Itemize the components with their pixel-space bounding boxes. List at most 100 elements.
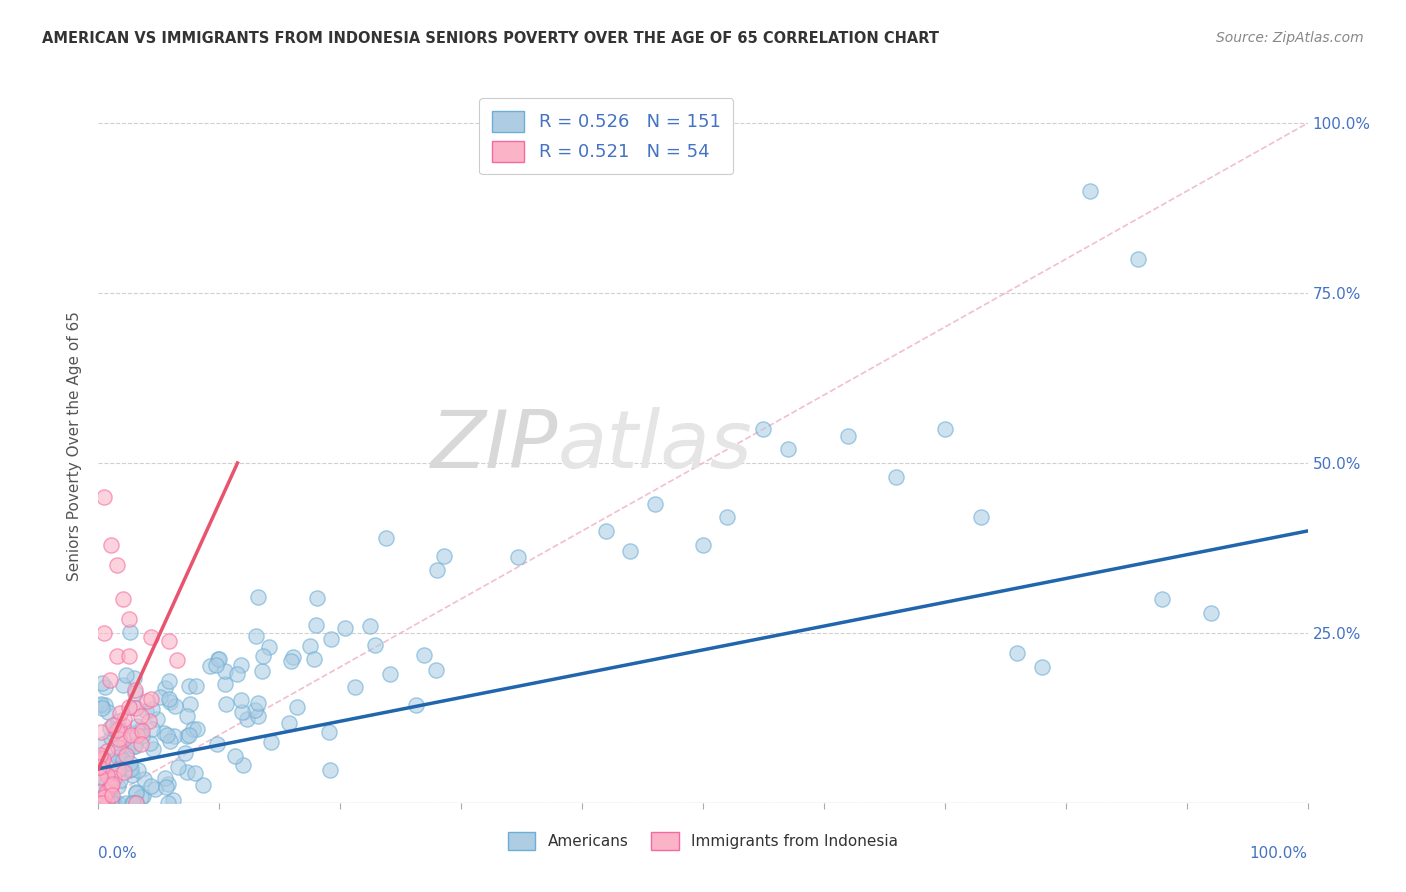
Point <box>97 705 120 719</box>
Point <box>224 748 246 763</box>
Point <box>167 760 190 774</box>
Point <box>89 796 111 810</box>
Point <box>90 701 112 715</box>
Point <box>90 796 112 810</box>
Point <box>364 638 387 652</box>
Point <box>318 724 340 739</box>
Point <box>153 771 176 785</box>
Point <box>141 692 163 706</box>
Point <box>124 739 146 753</box>
Point <box>93 796 115 810</box>
Point <box>91 676 114 690</box>
Point <box>426 564 449 578</box>
Point <box>131 729 153 743</box>
Point <box>89 792 111 806</box>
Point <box>96 786 118 800</box>
Point <box>318 764 340 778</box>
Point <box>246 590 269 604</box>
Point <box>125 796 148 810</box>
Point <box>107 779 129 793</box>
Point <box>177 680 200 694</box>
Point <box>214 665 236 679</box>
Point <box>118 763 141 777</box>
Point <box>101 717 124 731</box>
Point <box>278 716 301 731</box>
Point <box>103 771 125 785</box>
Point <box>124 683 146 698</box>
Point <box>131 708 153 723</box>
Point <box>108 748 131 763</box>
Point <box>250 664 273 678</box>
Point <box>91 796 114 810</box>
Point <box>159 674 181 689</box>
Point <box>125 796 148 810</box>
Point <box>101 796 124 810</box>
Point <box>118 756 141 771</box>
Point <box>205 737 228 751</box>
Point <box>138 736 160 750</box>
Point <box>107 740 129 755</box>
Point <box>120 762 142 776</box>
Point <box>112 731 135 746</box>
Point <box>413 648 436 662</box>
Point <box>96 785 118 799</box>
Point <box>107 731 129 746</box>
Point <box>112 712 135 726</box>
Point <box>91 752 114 766</box>
Point <box>104 740 127 755</box>
Point <box>138 714 160 728</box>
Point <box>378 666 401 681</box>
Point <box>432 549 454 563</box>
Point <box>89 770 111 784</box>
Point <box>89 698 111 713</box>
Y-axis label: Seniors Poverty Over the Age of 65: Seniors Poverty Over the Age of 65 <box>67 311 83 581</box>
Point <box>141 702 163 716</box>
Point <box>98 780 121 795</box>
Point <box>112 756 135 770</box>
Point <box>142 741 165 756</box>
Text: AMERICAN VS IMMIGRANTS FROM INDONESIA SENIORS POVERTY OVER THE AGE OF 65 CORRELA: AMERICAN VS IMMIGRANTS FROM INDONESIA SE… <box>42 31 939 46</box>
Point <box>153 725 176 739</box>
Point <box>176 765 198 780</box>
Point <box>176 729 198 743</box>
Point <box>98 759 121 773</box>
Point <box>89 759 111 773</box>
Point <box>644 497 666 511</box>
Point <box>225 666 247 681</box>
Point <box>1031 660 1053 674</box>
Point <box>127 763 149 777</box>
Point <box>90 725 112 739</box>
Point <box>124 701 146 715</box>
Point <box>100 779 122 793</box>
Point <box>100 673 122 687</box>
Point <box>89 748 111 763</box>
Point <box>118 700 141 714</box>
Point <box>166 653 188 667</box>
Point <box>425 663 447 677</box>
Point <box>229 658 252 673</box>
Point <box>179 728 201 742</box>
Point <box>100 774 122 789</box>
Point <box>93 790 115 805</box>
Point <box>139 779 162 793</box>
Point <box>716 510 738 524</box>
Point <box>692 537 714 551</box>
Point <box>125 784 148 798</box>
Point <box>131 789 153 803</box>
Point <box>186 723 208 737</box>
Point <box>260 735 283 749</box>
Point <box>247 696 270 710</box>
Point <box>184 766 207 780</box>
Point <box>305 618 328 632</box>
Point <box>89 751 111 765</box>
Point <box>107 714 129 728</box>
Point <box>112 753 135 767</box>
Point <box>115 796 138 810</box>
Point <box>105 732 128 747</box>
Point <box>752 422 775 436</box>
Point <box>104 722 127 736</box>
Point <box>125 728 148 742</box>
Point <box>101 796 124 810</box>
Point <box>114 764 136 779</box>
Point <box>108 762 131 776</box>
